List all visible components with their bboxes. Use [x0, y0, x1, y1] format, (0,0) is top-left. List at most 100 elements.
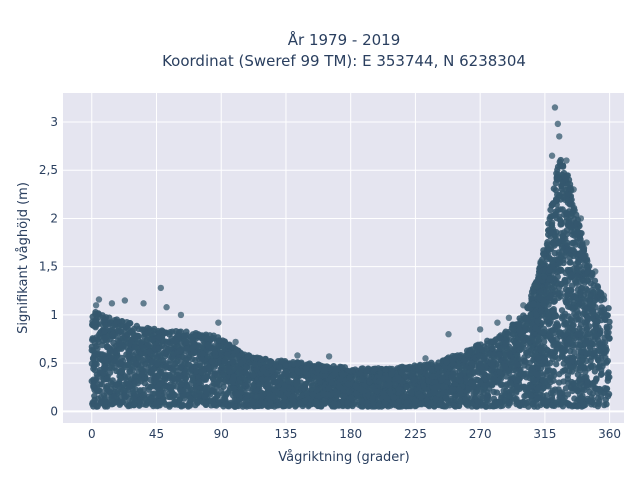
data-point — [187, 333, 195, 340]
data-point — [411, 362, 418, 369]
data-point — [118, 368, 126, 375]
data-point — [510, 346, 517, 353]
data-point — [552, 235, 560, 243]
data-point — [339, 393, 347, 400]
data-point — [580, 363, 587, 370]
data-point — [411, 376, 418, 384]
data-point — [178, 381, 185, 389]
data-point — [380, 381, 387, 389]
data-point — [553, 345, 561, 352]
data-point — [481, 353, 488, 360]
data-point — [224, 341, 232, 349]
data-point — [168, 335, 175, 342]
data-point — [497, 334, 504, 341]
data-point — [562, 218, 569, 225]
data-point — [557, 156, 564, 164]
data-point — [143, 337, 151, 344]
data-point — [504, 345, 511, 352]
data-point — [525, 340, 532, 347]
data-point — [466, 365, 474, 372]
data-point — [89, 335, 96, 342]
data-point — [184, 386, 191, 394]
data-point — [601, 401, 608, 409]
data-point — [244, 380, 252, 388]
data-point — [296, 401, 303, 408]
data-point — [514, 352, 521, 359]
data-point — [521, 326, 528, 334]
data-point — [98, 381, 106, 388]
chart-subtitle: Koordinat (Sweref 99 TM): E 353744, N 62… — [162, 52, 526, 70]
data-point — [321, 396, 329, 404]
data-point — [153, 376, 160, 383]
data-point — [443, 358, 450, 366]
data-point — [250, 382, 257, 390]
data-point — [166, 390, 173, 397]
data-point — [289, 371, 297, 379]
data-point — [363, 367, 370, 374]
data-point — [110, 339, 117, 346]
data-point — [289, 393, 297, 401]
data-point — [577, 236, 584, 243]
data-point — [497, 364, 504, 371]
data-point — [451, 393, 458, 400]
data-point — [493, 389, 501, 396]
data-point — [591, 401, 598, 408]
data-point — [441, 364, 449, 371]
data-point — [349, 402, 356, 410]
data-point — [576, 376, 583, 383]
data-point — [550, 340, 558, 348]
data-point — [547, 228, 554, 236]
data-point — [569, 239, 576, 247]
data-point — [154, 384, 161, 391]
data-point — [540, 250, 547, 258]
data-point — [546, 246, 553, 253]
data-point — [582, 285, 590, 292]
data-point — [101, 364, 108, 372]
data-point — [106, 369, 114, 376]
data-point — [223, 351, 231, 358]
data-point — [540, 338, 548, 345]
data-point — [93, 403, 100, 410]
data-point — [162, 371, 169, 378]
data-point — [111, 348, 119, 355]
data-point — [484, 389, 491, 396]
data-point — [214, 379, 221, 387]
data-point — [138, 371, 146, 378]
data-point — [486, 350, 493, 357]
data-point — [513, 361, 520, 368]
data-point — [440, 383, 447, 390]
data-point — [91, 392, 98, 400]
data-point — [388, 365, 396, 373]
data-point — [290, 360, 297, 368]
data-point — [128, 339, 135, 346]
data-point — [594, 282, 601, 290]
data-point — [176, 347, 183, 355]
data-point — [251, 361, 258, 368]
data-point — [403, 399, 410, 407]
data-point — [226, 368, 233, 375]
data-point — [224, 389, 232, 396]
data-point — [242, 369, 249, 376]
data-point — [603, 323, 610, 331]
data-point — [90, 355, 97, 363]
data-point — [211, 363, 218, 370]
data-point — [244, 385, 252, 392]
data-point — [557, 281, 565, 288]
data-point — [568, 363, 575, 371]
data-point — [490, 338, 497, 345]
data-point — [348, 367, 356, 375]
data-point — [550, 313, 558, 320]
data-point — [591, 368, 599, 375]
data-point — [593, 376, 600, 383]
data-point — [187, 367, 195, 374]
data-point — [254, 393, 261, 400]
data-point — [561, 318, 568, 326]
data-point — [383, 394, 391, 402]
data-point — [583, 326, 590, 333]
data-point — [534, 361, 541, 369]
data-point — [140, 386, 147, 394]
data-point — [236, 370, 244, 377]
data-point — [145, 342, 152, 349]
data-point — [597, 327, 604, 334]
data-point — [218, 371, 226, 379]
